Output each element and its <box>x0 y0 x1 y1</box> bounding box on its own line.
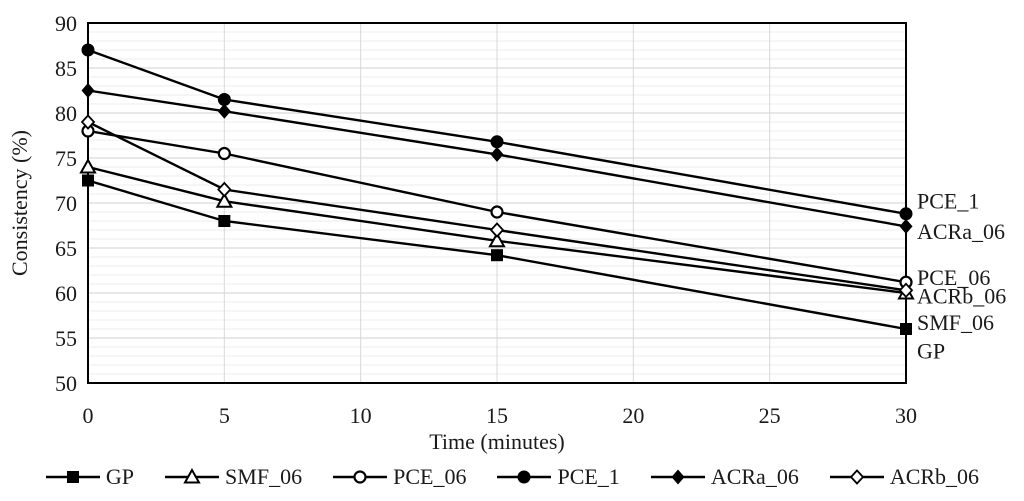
legend-marker <box>45 471 100 483</box>
y-tick-label: 80 <box>55 101 77 126</box>
y-tick-label: 55 <box>55 326 77 351</box>
x-tick-label: 15 <box>486 403 508 428</box>
diamond-filled-marker <box>217 103 231 119</box>
y-axis-title: Consistency (%) <box>7 129 32 277</box>
series-end-label: GP <box>917 339 945 364</box>
legend-marker <box>333 470 388 484</box>
diamond-open-marker <box>80 114 96 130</box>
circle-filled-marker <box>217 93 231 106</box>
series-end-label: SMF_06 <box>917 310 994 335</box>
legend-item-ACRb_06: ACRb_06 <box>829 466 979 488</box>
triangle-open-marker <box>488 231 506 248</box>
square-filled-marker <box>66 471 79 483</box>
legend-label: PCE_1 <box>557 464 620 489</box>
x-tick-label: 20 <box>622 403 644 428</box>
circle-open-marker <box>217 146 231 161</box>
plot-border <box>87 22 907 384</box>
diamond-filled-marker <box>671 469 685 485</box>
y-tick-label: 85 <box>55 56 77 81</box>
chart-canvas: 50 55 60 65 70 75 80 85 90 0 5 10 15 20 25 30 PCE_1 ACRa_… <box>55 11 1006 428</box>
diamond-filled-marker <box>899 218 913 234</box>
circle-filled-marker <box>899 207 913 221</box>
x-tick-label: 25 <box>759 403 781 428</box>
series-end-label: PCE_1 <box>917 188 979 213</box>
legend-label: SMF_06 <box>225 464 303 489</box>
legend-item-ACRa_06: ACRa_06 <box>650 466 799 488</box>
diamond-filled-marker <box>490 146 504 162</box>
legend-label: ACRb_06 <box>889 464 980 489</box>
x-tick-label: 5 <box>219 403 230 428</box>
circle-open-marker <box>490 205 504 219</box>
series-end-label: ACRb_06 <box>917 284 1006 309</box>
y-tick-label: 50 <box>55 371 77 396</box>
circle-open-marker <box>353 470 367 484</box>
x-axis-title: Time (minutes) <box>429 429 565 454</box>
x-tick-label: 0 <box>83 403 94 428</box>
series-line-GP <box>87 179 907 331</box>
series-line-PCE_06 <box>87 129 907 284</box>
series-line-ACRa_06 <box>87 89 907 228</box>
square-filled-marker <box>900 323 912 335</box>
x-tick-label: 30 <box>895 403 917 428</box>
series-line-PCE_1 <box>87 48 907 215</box>
square-filled-marker <box>218 215 231 227</box>
series-line-SMF_06 <box>87 165 907 295</box>
circle-filled-marker <box>81 43 95 57</box>
diamond-open-marker <box>898 282 914 299</box>
square-filled-marker <box>491 249 503 262</box>
diamond-open-marker <box>217 181 232 198</box>
triangle-open-marker <box>79 157 97 174</box>
chart-legend: GP SMF_06 PCE_06 PCE_1 ACRa_06 ACRb_06 <box>0 462 1024 492</box>
legend-label: ACRa_06 <box>710 464 799 489</box>
legend-label: GP <box>105 464 135 489</box>
x-tick-label: 10 <box>350 403 372 428</box>
series-line-ACRb_06 <box>87 120 907 292</box>
diamond-open-marker <box>489 222 505 238</box>
legend-marker <box>829 469 884 485</box>
legend-label: PCE_06 <box>393 464 467 489</box>
circle-filled-marker <box>517 470 531 484</box>
series-end-label: ACRa_06 <box>917 219 1005 244</box>
legend-item-GP: GP <box>45 466 134 488</box>
legend-marker <box>165 467 220 484</box>
circle-filled-marker <box>490 135 504 149</box>
y-tick-label: 75 <box>55 146 77 171</box>
y-tick-label: 70 <box>55 191 77 216</box>
y-tick-label: 65 <box>55 236 77 261</box>
legend-marker <box>650 469 705 485</box>
square-filled-marker <box>82 174 94 187</box>
legend-marker <box>497 470 552 484</box>
legend-item-PCE_1: PCE_1 <box>496 464 620 489</box>
diamond-filled-marker <box>81 83 95 98</box>
y-tick-label: 60 <box>55 281 77 306</box>
legend-item-SMF_06: SMF_06 <box>164 466 302 488</box>
y-tick-label: 90 <box>55 11 77 36</box>
triangle-open-marker <box>215 192 234 208</box>
triangle-open-marker <box>183 467 201 484</box>
diamond-open-marker <box>849 469 865 485</box>
series-end-label: PCE_06 <box>917 265 990 290</box>
legend-item-PCE_06: PCE_06 <box>332 466 466 488</box>
